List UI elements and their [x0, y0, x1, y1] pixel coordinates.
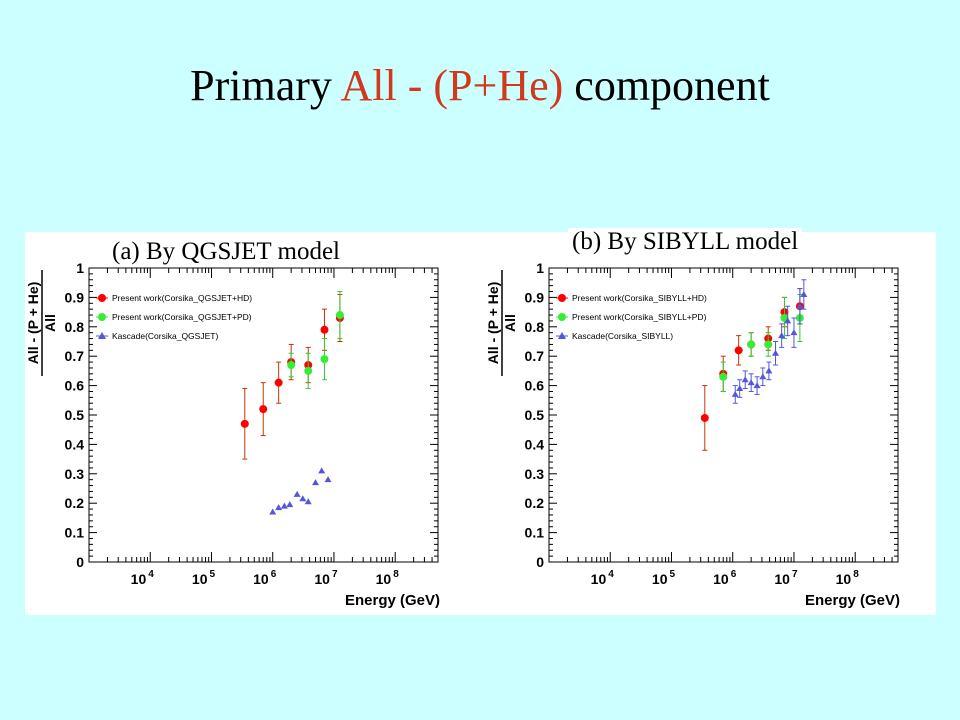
legend-marker: [98, 313, 106, 321]
y-tick-label: 0.6: [65, 378, 85, 394]
data-point: [299, 495, 307, 502]
x-tick-label: 10 6: [253, 569, 277, 587]
y-tick-label: 0.4: [65, 436, 85, 452]
legend-label: Present work(Corsika_QGSJET+HD): [112, 293, 252, 303]
y-tick-label: 1: [76, 260, 84, 276]
y-tick-label: 0.4: [525, 436, 545, 452]
y-tick-label: 0.5: [525, 407, 545, 423]
data-point: [304, 366, 313, 375]
y-tick-label: 0.7: [525, 348, 545, 364]
y-axis-title-denominator: All: [42, 314, 58, 332]
data-point: [753, 382, 761, 389]
data-point: [731, 390, 739, 397]
data-point: [318, 467, 326, 474]
data-point: [320, 325, 329, 334]
plots-panel: [25, 232, 936, 615]
x-tick-label: 10 7: [314, 569, 338, 587]
data-point: [312, 479, 320, 486]
data-point: [734, 346, 743, 355]
data-point: [320, 355, 329, 364]
x-tick-label: 10 5: [652, 569, 676, 587]
x-tick-label: 10 6: [713, 569, 737, 587]
legend-label: Present work(Corsika_QGSJET+PD): [112, 312, 252, 322]
y-tick-label: 0.9: [65, 289, 85, 305]
y-tick-label: 0.2: [525, 495, 545, 511]
y-tick-label: 0.8: [525, 319, 545, 335]
data-point: [719, 372, 728, 381]
y-tick-label: 0.5: [65, 407, 85, 423]
legend-label: Present work(Corsika_SIBYLL+HD): [572, 293, 707, 303]
legend-marker: [558, 313, 566, 321]
legend-marker: [98, 294, 106, 302]
slide-title: Primary All - (P+He) component: [0, 60, 960, 111]
x-tick-label: 10 4: [591, 569, 615, 587]
data-point: [304, 498, 312, 505]
data-point: [800, 290, 808, 297]
y-tick-label: 0.2: [65, 495, 85, 511]
data-point: [287, 361, 296, 370]
legend-label: Present work(Corsika_SIBYLL+PD): [572, 312, 707, 322]
x-tick-label: 10 8: [836, 569, 860, 587]
x-tick-label: 10 4: [131, 569, 155, 587]
legend-marker: [98, 332, 106, 339]
data-point: [700, 413, 709, 422]
data-point: [772, 349, 780, 356]
y-tick-label: 1: [536, 260, 544, 276]
y-axis-title-numerator: All - (P + He): [25, 282, 41, 365]
data-point: [790, 329, 798, 336]
y-tick-label: 0.6: [525, 378, 545, 394]
data-point: [286, 501, 294, 508]
y-axis-title-numerator: All - (P + He): [485, 282, 501, 365]
data-point: [280, 502, 288, 509]
data-point: [274, 378, 283, 387]
x-tick-label: 10 7: [774, 569, 798, 587]
data-point: [784, 317, 792, 324]
title-part-component: component: [574, 61, 770, 110]
data-point: [324, 476, 332, 483]
y-tick-label: 0.8: [65, 319, 85, 335]
data-point: [764, 340, 773, 349]
data-point: [275, 504, 283, 511]
data-point: [747, 379, 755, 386]
x-tick-label: 10 5: [192, 569, 216, 587]
y-tick-label: 0.3: [525, 466, 545, 482]
y-axis-title: All - (P + He) All: [25, 270, 58, 376]
y-tick-label: 0: [536, 554, 544, 570]
data-point: [796, 302, 804, 309]
title-part-accent: All - (P+He): [340, 61, 564, 110]
y-tick-label: 0: [76, 554, 84, 570]
x-axis-title: Energy (GeV): [805, 592, 900, 609]
legend-marker: [558, 294, 566, 302]
data-point: [335, 311, 344, 320]
y-tick-label: 0.9: [525, 289, 545, 305]
data-point: [269, 508, 277, 515]
data-point: [747, 340, 756, 349]
legend-label: Kascade(Corsika_SIBYLL): [572, 331, 673, 341]
chart-b-caption: (b) By SIBYLL model: [568, 228, 803, 256]
data-point: [736, 385, 744, 392]
data-point: [765, 367, 773, 374]
y-axis-title-denominator: All: [502, 314, 518, 332]
x-axis-title: Energy (GeV): [345, 592, 440, 609]
title-part-primary: Primary: [190, 61, 332, 110]
y-tick-label: 0.1: [525, 525, 545, 541]
chart-a: 0 0.1 0.2 0.3 0.4 0.5 0.6 0.7 0.8 0.9 1 10 4 10 5 10 6 10…: [25, 260, 440, 609]
y-tick-label: 0.3: [65, 466, 85, 482]
data-point: [759, 373, 767, 380]
x-tick-label: 10 8: [376, 569, 400, 587]
legend-marker: [558, 332, 566, 339]
legend-label: Kascade(Corsika_QGSJET): [112, 331, 218, 341]
y-tick-label: 0.7: [65, 348, 85, 364]
data-point: [259, 405, 268, 414]
chart-a-caption: (a) By QGSJET model: [108, 238, 344, 266]
y-tick-label: 0.1: [65, 525, 85, 541]
y-axis-title: All - (P + He) All: [485, 270, 518, 376]
data-point: [741, 376, 749, 383]
chart-b: 0 0.1 0.2 0.3 0.4 0.5 0.6 0.7 0.8 0.9 1 10 4 10 5 10 6 10…: [485, 260, 900, 609]
data-point: [293, 490, 301, 497]
data-point: [778, 332, 786, 339]
data-point: [240, 419, 249, 428]
